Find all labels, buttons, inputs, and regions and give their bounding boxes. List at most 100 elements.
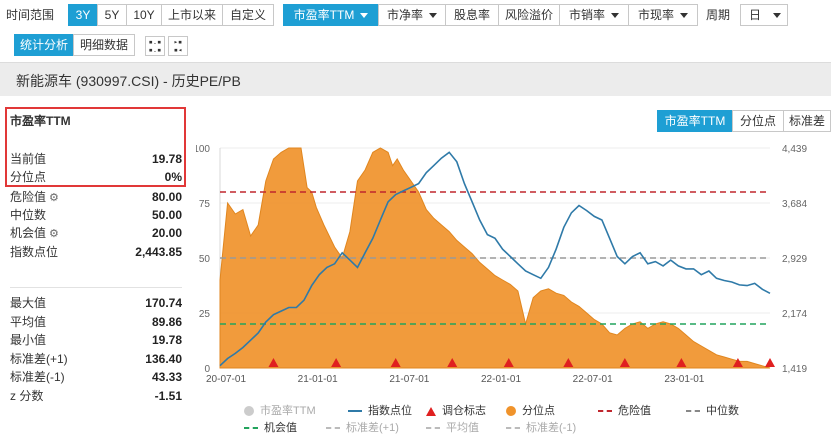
chevron-down-icon [773, 13, 782, 19]
stat-median-value: 50.00 [151, 208, 182, 222]
dashed-line-icon [598, 410, 612, 413]
stat-avg-value: 89.86 [151, 315, 182, 329]
legend-danger[interactable]: 危险值 [598, 402, 651, 418]
stat-std-plus-value: 136.40 [145, 352, 182, 366]
metric-pb-label: 市净率 [386, 8, 423, 22]
stat-chance-label: 机会值 [10, 226, 47, 240]
stat-danger-label: 危险值 [10, 190, 47, 204]
metric-ps-button[interactable]: 市销率 [559, 4, 629, 26]
gear-icon[interactable]: ⚙ [49, 228, 59, 240]
stat-current: 当前值 19.78 [10, 150, 182, 168]
gear-icon[interactable]: ⚙ [49, 192, 59, 204]
axis-labels: 100 4,439 75 3,684 50 2,929 25 2,174 0 1,419 20-07… [196, 144, 807, 385]
rebalance-marker [503, 358, 514, 367]
stat-percentile-value: 0% [164, 170, 182, 184]
legend-rebalance[interactable]: 调仓标志 [426, 402, 486, 418]
stat-chance-value: 20.00 [151, 226, 182, 240]
metric-dividend-yield-button[interactable]: 股息率 [445, 4, 499, 26]
legend-pe-ttm-label: 市盈率TTM [260, 405, 316, 417]
y-right-tick: 2,174 [782, 309, 807, 320]
legend-avg[interactable]: 平均值 [426, 419, 479, 435]
legend-median[interactable]: 中位数 [686, 402, 739, 418]
range-custom-button[interactable]: 自定义 [222, 4, 274, 26]
stat-current-label: 当前值 [10, 152, 47, 166]
cycle-value: 日 [749, 8, 762, 22]
legend-percentile[interactable]: 分位点 [506, 402, 555, 418]
stat-median-label: 中位数 [10, 208, 47, 222]
range-10y-button[interactable]: 10Y [126, 4, 162, 26]
chevron-down-icon [360, 13, 369, 19]
range-since-listing-button[interactable]: 上市以来 [161, 4, 223, 26]
stat-z-score: z 分数 -1.51 [10, 387, 182, 405]
x-tick: 22-01-01 [481, 374, 521, 385]
y-right-tick: 1,419 [782, 364, 807, 375]
range-3y-button[interactable]: 3Y [68, 4, 98, 26]
range-5y-button[interactable]: 5Y [97, 4, 127, 26]
dashed-line-icon [326, 427, 340, 430]
y-right-tick: 4,439 [782, 144, 807, 155]
chart-legend: 市盈率TTM 指数点位 调仓标志 分位点 危险值 中位数 机会值 标准差(+1)… [200, 400, 820, 436]
stat-chance: 机会值 ⚙ 20.00 [10, 224, 182, 242]
stat-max-value: 170.74 [145, 296, 182, 310]
dashed-line-icon [426, 427, 440, 430]
stats-header: 市盈率TTM [10, 112, 182, 130]
chevron-down-icon [429, 13, 437, 19]
page-title-bar: 新能源车 (930997.CSI) - 历史PE/PB [0, 62, 831, 96]
stat-index-value: 2,443.85 [135, 245, 182, 259]
rebalance-marker [619, 358, 630, 367]
metric-pe-ttm-label: 市盈率TTM [293, 8, 355, 22]
y-left-tick: 100 [196, 144, 210, 155]
metric-pb-button[interactable]: 市净率 [378, 4, 446, 26]
stat-median: 中位数 50.00 [10, 206, 182, 224]
legend-danger-label: 危险值 [618, 405, 651, 417]
collapse-icon[interactable]: ▸▪ ▪◂ [168, 36, 188, 56]
tab-statistics[interactable]: 统计分析 [14, 34, 74, 56]
stat-std-plus-label: 标准差(+1) [10, 352, 68, 366]
rebalance-marker [732, 358, 743, 367]
legend-chance[interactable]: 机会值 [244, 419, 297, 435]
y-left-tick: 50 [199, 254, 211, 265]
legend-chance-label: 机会值 [264, 422, 297, 434]
stat-index: 指数点位 2,443.85 [10, 243, 182, 261]
rebalance-marker [268, 358, 279, 367]
cycle-select[interactable]: 日 [740, 4, 788, 26]
chart-tab-stddev[interactable]: 标准差 [783, 110, 831, 132]
metric-risk-premium-button[interactable]: 风险溢价 [498, 4, 560, 26]
stats-header-label: 市盈率TTM [10, 114, 71, 128]
stat-index-label: 指数点位 [10, 245, 59, 259]
legend-std-plus-label: 标准差(+1) [346, 422, 399, 434]
metric-pe-ttm-button[interactable]: 市盈率TTM [283, 4, 379, 26]
stat-z-score-label: z 分数 [10, 389, 44, 403]
stat-min: 最小值 19.78 [10, 331, 182, 349]
stat-percentile-label: 分位点 [10, 170, 47, 184]
chart-tab-pe-ttm[interactable]: 市盈率TTM [657, 110, 733, 132]
y-left-tick: 25 [199, 309, 211, 320]
rebalance-marker [331, 358, 342, 367]
stat-min-value: 19.78 [151, 333, 182, 347]
legend-rebalance-label: 调仓标志 [442, 405, 486, 417]
stat-std-minus-value: 43.33 [151, 370, 182, 384]
x-tick: 20-07-01 [206, 374, 246, 385]
stat-z-score-value: -1.51 [154, 389, 182, 403]
legend-std-minus[interactable]: 标准差(-1) [506, 419, 576, 435]
legend-avg-label: 平均值 [446, 422, 479, 434]
stat-current-value: 19.78 [151, 152, 182, 166]
index-line [219, 151, 771, 367]
legend-pe-ttm[interactable]: 市盈率TTM [244, 402, 316, 418]
legend-std-minus-label: 标准差(-1) [526, 422, 577, 434]
pe-chart[interactable]: 100 4,439 75 3,684 50 2,929 25 2,174 0 1,419 20-07… [196, 138, 831, 388]
chart-tab-percentile[interactable]: 分位点 [732, 110, 784, 132]
stat-std-minus-label: 标准差(-1) [10, 370, 65, 384]
tab-detail-data[interactable]: 明细数据 [73, 34, 135, 56]
expand-icon[interactable]: ▪.▪ ▪.▪ [145, 36, 165, 56]
legend-std-plus[interactable]: 标准差(+1) [326, 419, 399, 435]
metric-pcf-button[interactable]: 市现率 [628, 4, 698, 26]
circle-icon [244, 406, 254, 417]
rebalance-marker [390, 358, 401, 367]
dashed-line-icon [244, 427, 258, 430]
legend-index[interactable]: 指数点位 [348, 402, 412, 418]
stat-min-label: 最小值 [10, 333, 47, 347]
y-right-tick: 2,929 [782, 254, 807, 265]
rebalance-marker [765, 358, 775, 367]
highlight-box [5, 107, 186, 187]
